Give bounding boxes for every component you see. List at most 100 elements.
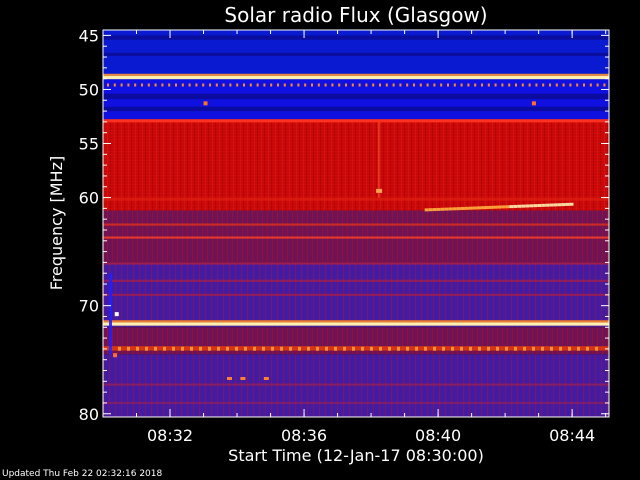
dashed-emission [577, 346, 580, 351]
periodic-dot [447, 83, 449, 87]
dashed-emission [145, 346, 148, 351]
periodic-dot [542, 83, 545, 87]
interference-spot [376, 188, 383, 193]
burst-mark [468, 206, 473, 210]
x-tick-label: 08:40 [415, 426, 461, 445]
emission-spot [203, 101, 208, 106]
burst-mark [549, 203, 554, 207]
emission-line [103, 383, 609, 386]
edge-streak [109, 273, 112, 355]
dashed-emission [568, 346, 571, 351]
spectrogram-dark-stripe [103, 106, 609, 112]
dashed-emission [325, 346, 328, 351]
burst-mark [472, 206, 477, 210]
periodic-dot [365, 83, 368, 87]
burst-mark [517, 204, 522, 208]
periodic-dot [209, 83, 211, 87]
burst-mark [493, 205, 498, 209]
periodic-dot [460, 83, 463, 87]
dashed-emission [172, 346, 175, 351]
periodic-dot [127, 83, 130, 87]
x-axis-tick-labels: 08:32 08:36 08:40 08:44 [147, 426, 595, 445]
plot-frame [102, 29, 610, 418]
dashed-emission [460, 346, 463, 351]
periodic-dot [107, 83, 109, 87]
periodic-dot [474, 83, 477, 87]
periodic-dot [569, 83, 572, 87]
plot-area [102, 29, 610, 418]
dashed-emission [469, 346, 472, 351]
burst-mark [440, 207, 445, 211]
burst-mark [553, 203, 558, 207]
y-tick-label: 60 [79, 189, 99, 208]
burst-mark [452, 207, 457, 211]
spectrogram-dark-stripe [103, 52, 609, 56]
periodic-dot [406, 83, 409, 87]
dashed-emission [370, 346, 373, 351]
dashed-emission [514, 346, 517, 351]
periodic-dot [249, 83, 252, 87]
dashed-emission [415, 346, 418, 351]
dashed-emission [334, 346, 337, 351]
dashed-emission [352, 346, 355, 351]
burst-mark [448, 207, 453, 211]
dashed-emission [235, 346, 238, 351]
periodic-dot [181, 83, 184, 87]
dashed-emission [199, 346, 202, 351]
periodic-dot [270, 83, 273, 87]
periodic-dot [222, 83, 225, 87]
emission-line [103, 236, 609, 239]
periodic-dot [168, 83, 171, 87]
periodic-dot [562, 83, 565, 87]
y-tick-label: 70 [79, 297, 99, 316]
dashed-emission [136, 346, 139, 351]
burst-mark [432, 208, 437, 212]
periodic-dot [351, 83, 354, 87]
periodic-dot [555, 83, 558, 87]
burst-mark [424, 208, 429, 212]
x-tick-label: 08:36 [281, 426, 327, 445]
burst-mark [464, 206, 469, 210]
dashed-emission [496, 346, 499, 351]
periodic-dot [188, 83, 191, 87]
burst-mark [565, 202, 570, 206]
burst-mark [444, 207, 449, 211]
periodic-dot [324, 83, 327, 87]
dashed-emission [181, 346, 184, 351]
emission-line [103, 320, 609, 323]
emission-line [103, 346, 609, 351]
burst-mark [537, 204, 542, 208]
dashed-emission [586, 346, 589, 351]
burst-mark [509, 205, 514, 209]
y-tick-label: 45 [79, 26, 99, 45]
dashed-emission [451, 346, 454, 351]
emission-spot [114, 312, 119, 317]
periodic-dot [175, 83, 177, 87]
periodic-dot [263, 83, 266, 87]
dashed-emission [550, 346, 553, 351]
emission-line [103, 197, 609, 201]
periodic-dot [283, 83, 286, 87]
dashed-emission [280, 346, 283, 351]
periodic-dot [147, 83, 150, 87]
dashed-emission [505, 346, 508, 351]
dashed-emission [379, 346, 382, 351]
spectrogram-dark-stripe [103, 35, 609, 40]
y-axis-tick-labels: 45 50 55 60 70 80 [79, 26, 99, 423]
emission-line [103, 223, 609, 226]
burst-mark [485, 206, 490, 210]
emission-line [103, 73, 609, 76]
emission-line [103, 293, 609, 296]
periodic-dot [385, 83, 388, 87]
dashed-emission [388, 346, 391, 351]
periodic-dot [392, 83, 395, 87]
periodic-dot [440, 83, 443, 87]
periodic-dot [317, 83, 320, 87]
spectrogram-dark-stripe [103, 93, 609, 100]
y-axis-label: Frequency [MHz] [47, 156, 66, 290]
periodic-dot [195, 83, 198, 87]
periodic-dot [161, 83, 164, 87]
periodic-dot [358, 83, 361, 87]
burst-mark [561, 203, 566, 207]
